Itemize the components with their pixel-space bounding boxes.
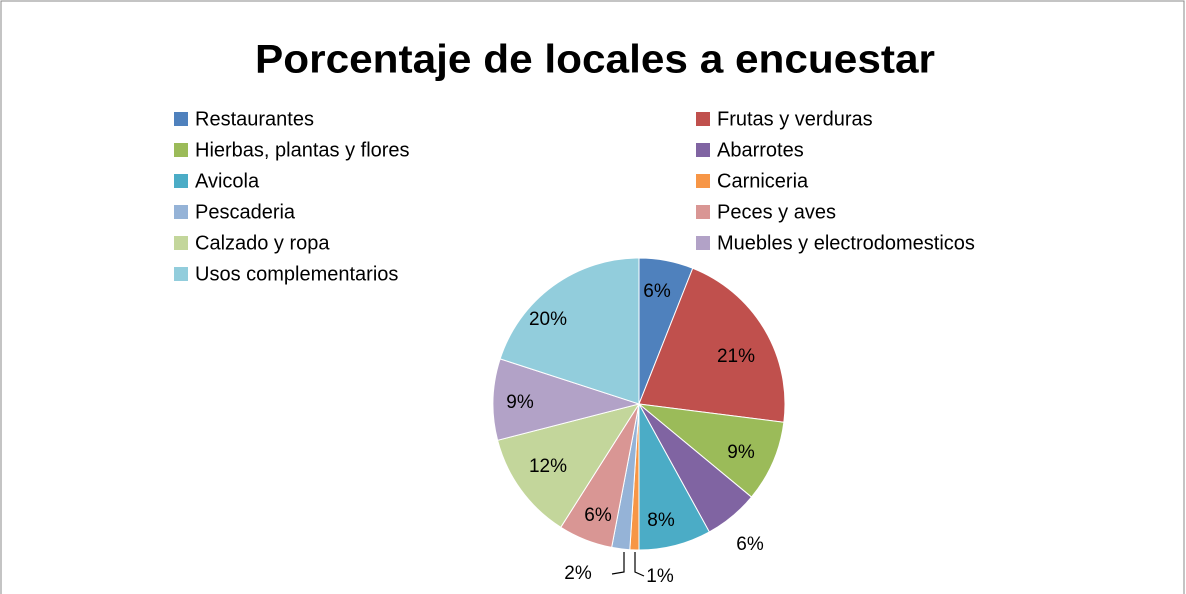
legend-label: Hierbas, plantas y flores bbox=[195, 139, 410, 161]
legend-swatch bbox=[696, 112, 710, 126]
legend-label: Pescaderia bbox=[195, 201, 296, 223]
pie-slice bbox=[637, 403, 785, 498]
data-label: 2% bbox=[564, 563, 592, 584]
legend-label: Frutas y verduras bbox=[717, 108, 873, 130]
data-label: 12% bbox=[529, 456, 567, 477]
legend-swatch bbox=[174, 267, 188, 281]
data-label: 20% bbox=[529, 309, 567, 330]
data-label: 8% bbox=[647, 510, 675, 531]
legend-swatch bbox=[174, 205, 188, 219]
pie-slice bbox=[499, 257, 640, 405]
legend-swatch bbox=[174, 112, 188, 126]
legend-swatch bbox=[696, 236, 710, 250]
pie-slice bbox=[496, 403, 641, 528]
data-label: 6% bbox=[584, 505, 612, 526]
legend-label: Carniceria bbox=[717, 170, 809, 192]
pie-slice bbox=[638, 267, 786, 423]
legend-label: Avicola bbox=[195, 170, 260, 192]
data-label: 9% bbox=[506, 392, 534, 413]
pie-slice bbox=[492, 358, 641, 441]
legend-label: Restaurantes bbox=[195, 108, 314, 130]
chart-title: Porcentaje de locales a encuestar bbox=[255, 38, 935, 82]
leader-line bbox=[634, 552, 645, 577]
legend-label: Abarrotes bbox=[717, 139, 804, 161]
legend-label: Muebles y electrodomesticos bbox=[717, 232, 975, 254]
legend-swatch bbox=[696, 143, 710, 157]
legend-swatch bbox=[174, 143, 188, 157]
legend-label: Calzado y ropa bbox=[195, 232, 330, 254]
legend-label: Usos complementarios bbox=[195, 263, 398, 285]
legend-swatch bbox=[696, 205, 710, 219]
legend-swatch bbox=[174, 236, 188, 250]
data-label: 1% bbox=[646, 566, 674, 587]
data-label: 6% bbox=[643, 281, 671, 302]
legend-swatch bbox=[696, 174, 710, 188]
legend-swatch bbox=[174, 174, 188, 188]
data-label: 6% bbox=[736, 534, 764, 555]
data-label: 21% bbox=[717, 346, 755, 367]
legend-label: Peces y aves bbox=[717, 201, 836, 223]
data-label: 9% bbox=[727, 442, 755, 463]
leader-line bbox=[611, 552, 625, 575]
